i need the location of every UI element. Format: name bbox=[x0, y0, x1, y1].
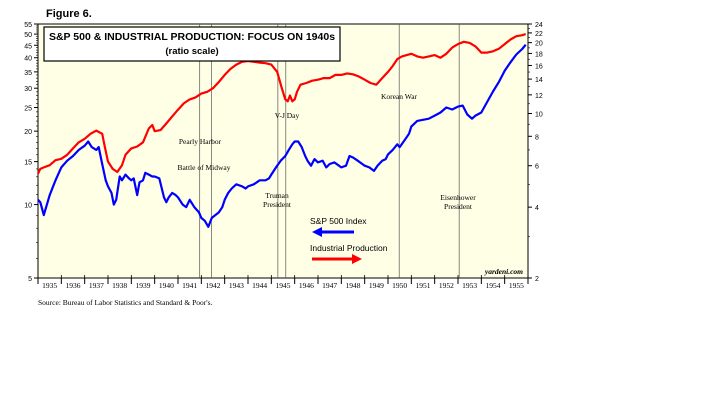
annotation-label: V-J Day bbox=[275, 111, 300, 120]
left-axis: 5 10 15 20 25 30 35 40 45 50 55 bbox=[24, 22, 38, 283]
x-tick-label: 1954 bbox=[486, 281, 501, 290]
x-tick-label: 1950 bbox=[392, 281, 407, 290]
right-tick-label: 14 bbox=[535, 77, 543, 84]
x-tick-label: 1945 bbox=[276, 281, 291, 290]
left-tick-label: 25 bbox=[24, 106, 32, 113]
right-tick-label: 2 bbox=[535, 276, 539, 283]
left-tick-label: 45 bbox=[24, 43, 32, 50]
x-tick-label: 1952 bbox=[439, 281, 454, 290]
x-tick-label: 1939 bbox=[136, 281, 151, 290]
right-tick-label: 8 bbox=[535, 134, 539, 141]
right-tick-label: 6 bbox=[535, 164, 539, 171]
left-tick-label: 35 bbox=[24, 70, 32, 77]
figure-label: Figure 6. bbox=[46, 8, 92, 20]
x-tick-label: 1941 bbox=[182, 281, 197, 290]
annotation-label: Pearly Harbor bbox=[179, 137, 222, 146]
plot-area bbox=[37, 23, 529, 279]
right-tick-label: 22 bbox=[535, 31, 543, 38]
legend-ip-arrow bbox=[312, 254, 362, 264]
x-tick-label: 1946 bbox=[299, 281, 314, 290]
x-tick-label: 1949 bbox=[369, 281, 384, 290]
x-tick-label: 1943 bbox=[229, 281, 244, 290]
annotation-label: President bbox=[263, 200, 292, 209]
legend-sp500-arrow bbox=[312, 227, 354, 237]
left-tick-label: 10 bbox=[24, 203, 32, 210]
x-tick-label: 1942 bbox=[206, 281, 221, 290]
x-tick-label: 1938 bbox=[112, 281, 127, 290]
annotation-label: Eisenhower bbox=[440, 193, 476, 202]
x-tick-label: 1936 bbox=[66, 281, 81, 290]
annotations: Pearly Harbor Battle of Midway V-J Day Trum… bbox=[178, 92, 477, 211]
right-tick-label: 24 bbox=[535, 22, 543, 29]
source-note: Source: Bureau of Labor Statistics and S… bbox=[38, 298, 213, 307]
left-tick-label: 50 bbox=[24, 32, 32, 39]
legend: S&P 500 Index Industrial Production bbox=[310, 216, 388, 264]
x-tick-label: 1940 bbox=[159, 281, 174, 290]
x-tick-label: 1947 bbox=[322, 281, 337, 290]
x-tick-label: 1951 bbox=[416, 281, 431, 290]
right-tick-label: 18 bbox=[535, 51, 543, 58]
right-tick-label: 12 bbox=[535, 93, 543, 100]
title-box bbox=[43, 26, 341, 62]
x-tick-label: 1955 bbox=[509, 281, 524, 290]
legend-ip-label: Industrial Production bbox=[310, 243, 388, 253]
annotation-label: President bbox=[444, 202, 473, 211]
right-tick-label: 4 bbox=[535, 205, 539, 212]
x-tick-label: 1953 bbox=[462, 281, 477, 290]
left-tick-label: 30 bbox=[24, 86, 32, 93]
chart-title: S&P 500 & INDUSTRIAL PRODUCTION: FOCUS O… bbox=[49, 31, 335, 43]
right-tick-label: 20 bbox=[535, 41, 543, 48]
legend-sp500-label: S&P 500 Index bbox=[310, 216, 367, 226]
watermark: yardeni.com bbox=[484, 267, 523, 276]
left-tick-label: 40 bbox=[24, 56, 32, 63]
chart-subtitle: (ratio scale) bbox=[165, 46, 218, 57]
event-lines bbox=[199, 24, 460, 278]
x-axis: 1935 1936 1937 1938 1939 1940 1941 1942 1943 1944… bbox=[37, 275, 529, 290]
right-tick-label: 16 bbox=[535, 63, 543, 70]
x-tick-label: 1948 bbox=[346, 281, 361, 290]
sp500-line bbox=[37, 44, 527, 228]
annotation-label: Truman bbox=[265, 191, 289, 200]
left-tick-label: 55 bbox=[24, 22, 32, 29]
left-tick-label: 20 bbox=[24, 129, 32, 136]
industrial-production-line bbox=[37, 33, 527, 175]
left-tick-label: 15 bbox=[24, 160, 32, 167]
x-tick-label: 1937 bbox=[89, 281, 104, 290]
annotation-label: Battle of Midway bbox=[178, 163, 231, 172]
x-tick-label: 1944 bbox=[252, 281, 267, 290]
right-tick-label: 10 bbox=[535, 111, 543, 118]
x-tick-label: 1935 bbox=[42, 281, 57, 290]
series-layer bbox=[37, 33, 527, 228]
annotation-label: Korean War bbox=[381, 92, 418, 101]
left-tick-label: 5 bbox=[28, 276, 32, 283]
